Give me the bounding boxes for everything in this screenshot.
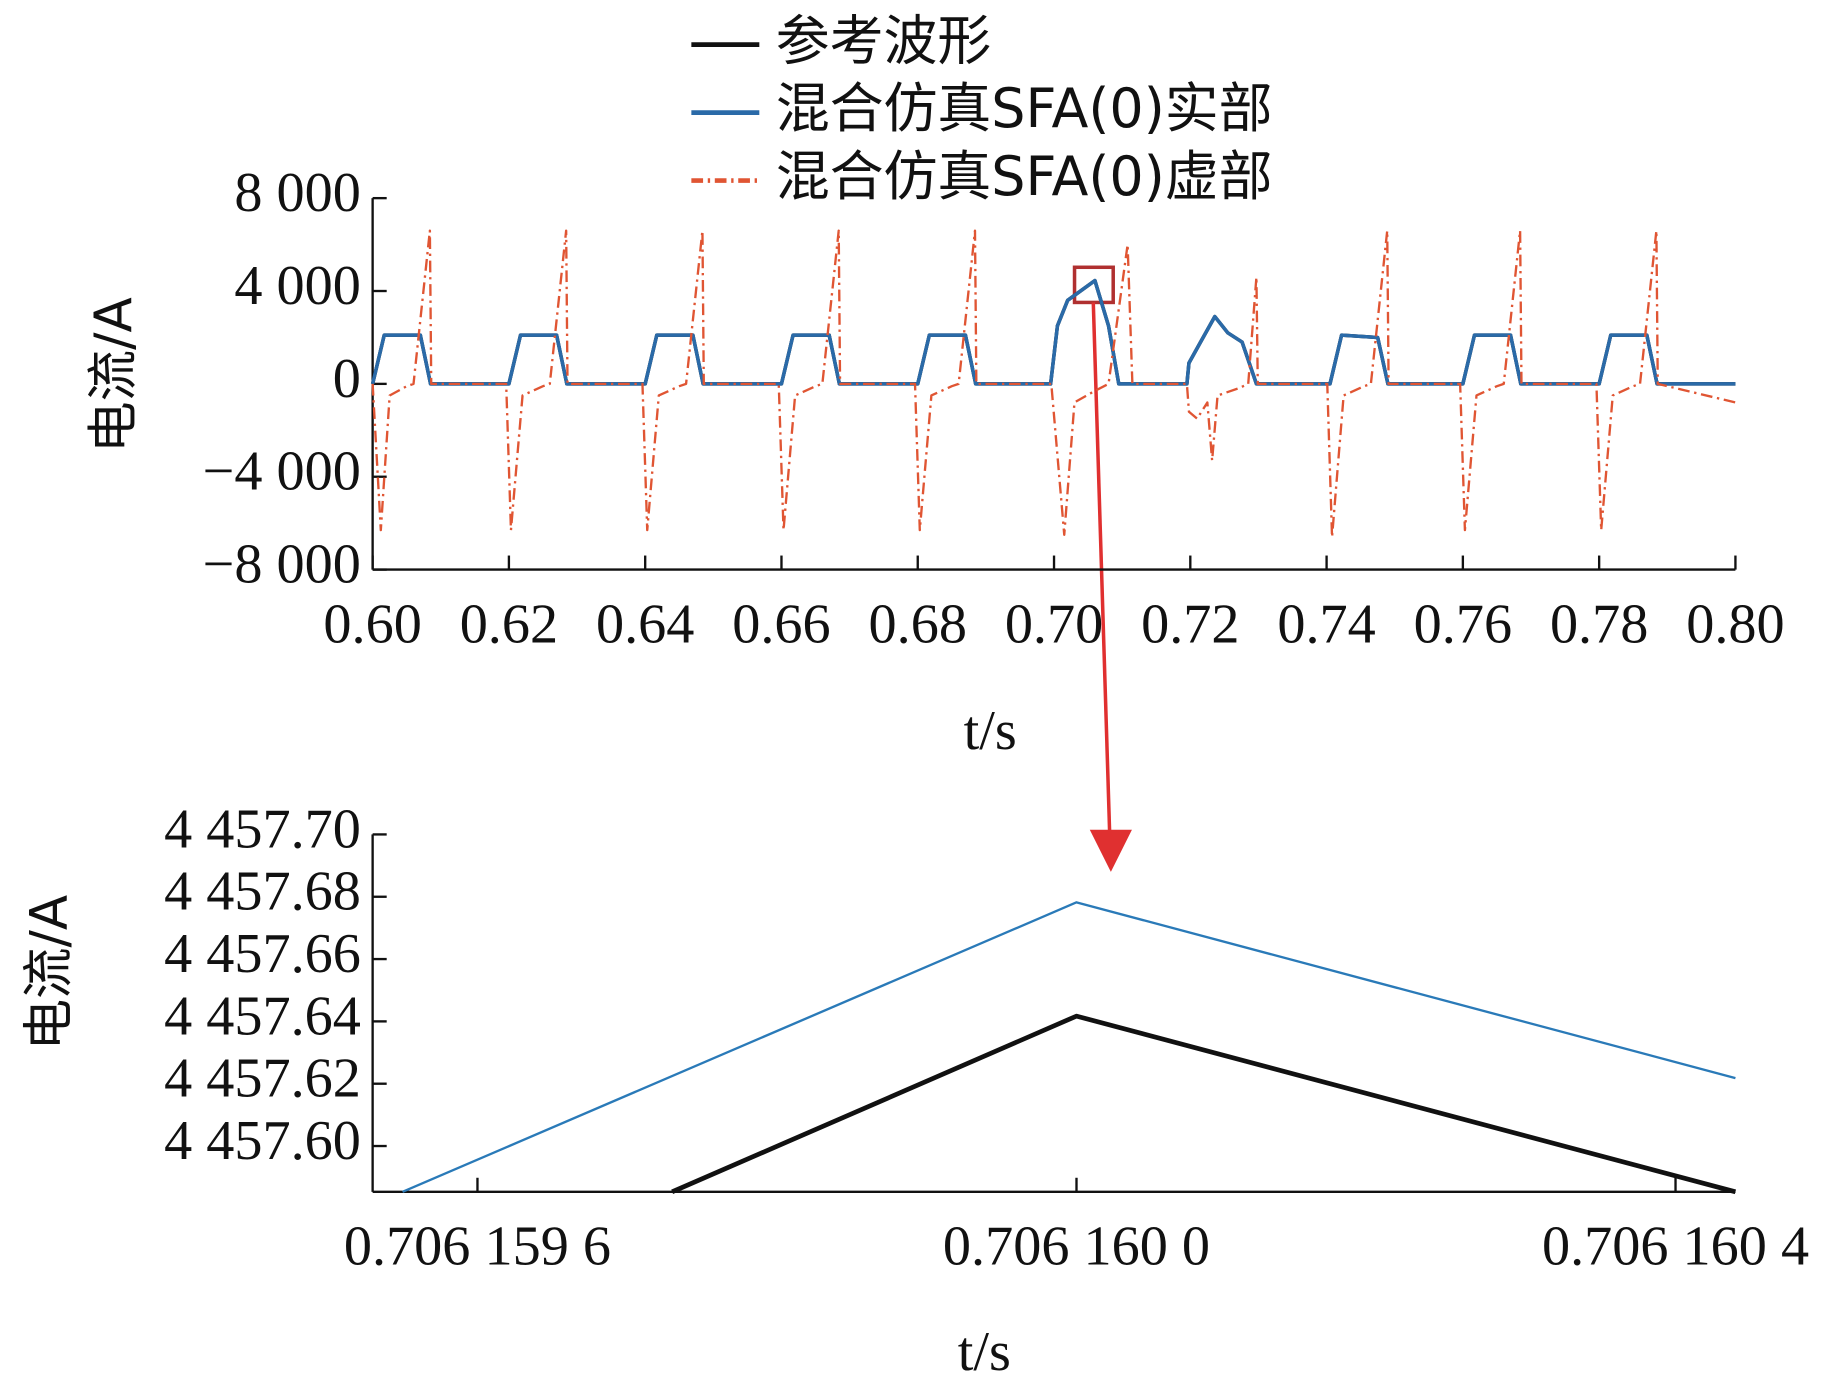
x-tick-label: 0.76: [1414, 593, 1512, 655]
x-axis-label: t/s: [958, 1321, 1011, 1383]
y-tick-label: 4 457.60: [164, 1110, 361, 1172]
y-tick-label: −4 000: [203, 441, 361, 503]
x-tick-label: 0.64: [596, 593, 694, 655]
x-tick-label: 0.706 160 4: [1542, 1215, 1809, 1277]
x-tick-label: 0.62: [460, 593, 558, 655]
y-tick-label: 4 457.64: [164, 985, 361, 1047]
x-tick-label: 0.70: [1005, 593, 1103, 655]
y-axis-label: 电流/A: [20, 895, 80, 1051]
legend-label: 混合仿真SFA(0)虚部: [776, 145, 1273, 208]
x-tick-label: 0.60: [323, 593, 421, 655]
series-line: [402, 901, 1736, 1193]
y-axis-label: 电流/A: [84, 297, 144, 453]
x-tick-label: 0.74: [1277, 593, 1375, 655]
y-tick-label: 4 457.62: [164, 1048, 361, 1110]
legend-label: 参考波形: [776, 9, 992, 72]
y-tick-label: 4 000: [234, 255, 361, 317]
series-line: [671, 1013, 1737, 1195]
y-tick-label: 8 000: [234, 162, 361, 224]
series-line: [371, 229, 1736, 539]
x-tick-label: 0.80: [1686, 593, 1784, 655]
x-tick-label: 0.78: [1550, 593, 1648, 655]
x-axis-label: t/s: [964, 700, 1017, 762]
y-tick-label: 0: [333, 348, 361, 410]
y-tick-label: −8 000: [203, 534, 361, 596]
zoom-box: [1072, 265, 1115, 305]
legend-label: 混合仿真SFA(0)实部: [776, 77, 1273, 140]
series-line: [370, 278, 1736, 386]
x-tick-label: 0.66: [732, 593, 830, 655]
x-tick-label: 0.706 160 0: [943, 1215, 1210, 1277]
arrow-head: [1089, 829, 1132, 872]
y-tick-label: 4 457.70: [164, 798, 361, 860]
x-tick-label: 0.68: [869, 593, 967, 655]
y-tick-label: 4 457.66: [164, 923, 361, 985]
x-tick-label: 0.72: [1141, 593, 1239, 655]
x-tick-label: 0.706 159 6: [344, 1215, 611, 1277]
y-tick-label: 4 457.68: [164, 861, 361, 923]
